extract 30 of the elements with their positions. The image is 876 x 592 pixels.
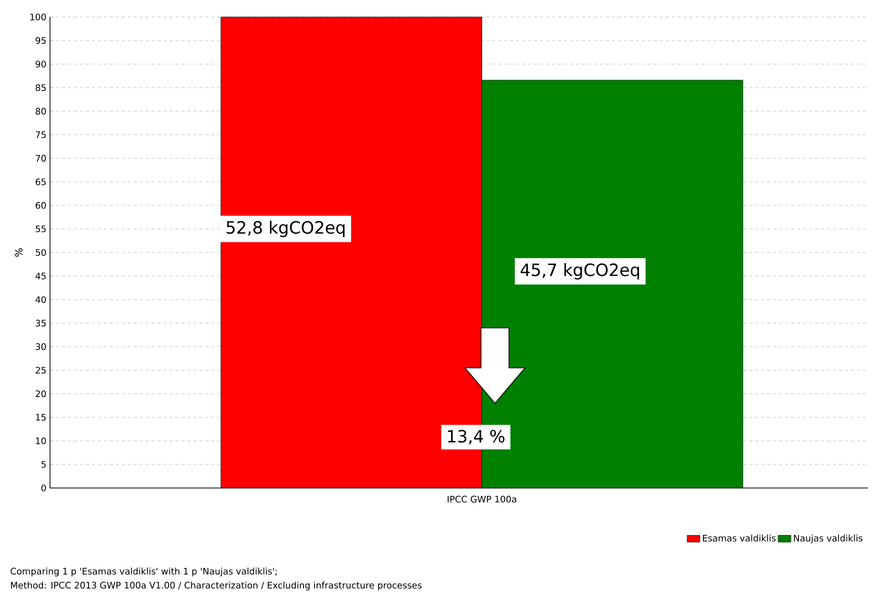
annotation: 13,4 % [448,430,504,444]
y-tick-label: 50 [36,249,46,256]
annotation: 52,8 kgCO2eq [226,220,345,238]
y-tick-label: 85 [36,84,46,92]
y-tick-label: 30 [36,343,46,350]
y-tick-label: 90 [36,60,46,68]
y-axis-title: % [14,248,23,257]
y-tick-label: 40 [36,296,46,303]
y-tick-label: 100 [30,14,46,20]
text: Comparing 1 p 'Esamas valdiklis' with 1 p 'Naujas valdiklis'; [10,568,277,576]
y-tick-label: 15 [36,414,46,421]
y-tick-label: 55 [36,226,46,232]
y-tick-label: 80 [36,108,46,115]
y-tick-label: 95 [36,37,46,44]
y-tick-label: 0 [41,484,46,492]
annotation: 45,7 kgCO2eq [520,263,640,280]
legend-label: Esamas valdiklis [702,534,776,542]
text: Method: IPCC 2013 GWP 100a V1.00 / Characterization / Excluding infrastructure processes [11,582,422,590]
y-tick-label: 20 [36,390,46,398]
x-tick-label: IPCC GWP 100a [448,496,516,503]
y-tick-label: 70 [36,154,46,162]
legend-label: Naujas valdiklis [794,534,862,544]
y-tick-label: 45 [36,272,46,280]
y-tick-label: 75 [36,131,46,138]
y-tick-label: 5 [41,461,46,468]
y-tick-label: 10 [36,437,46,444]
y-tick-label: 65 [36,178,46,186]
y-tick-label: 60 [36,202,46,209]
y-tick-label: 35 [36,320,46,327]
y-tick-label: 25 [36,366,46,374]
